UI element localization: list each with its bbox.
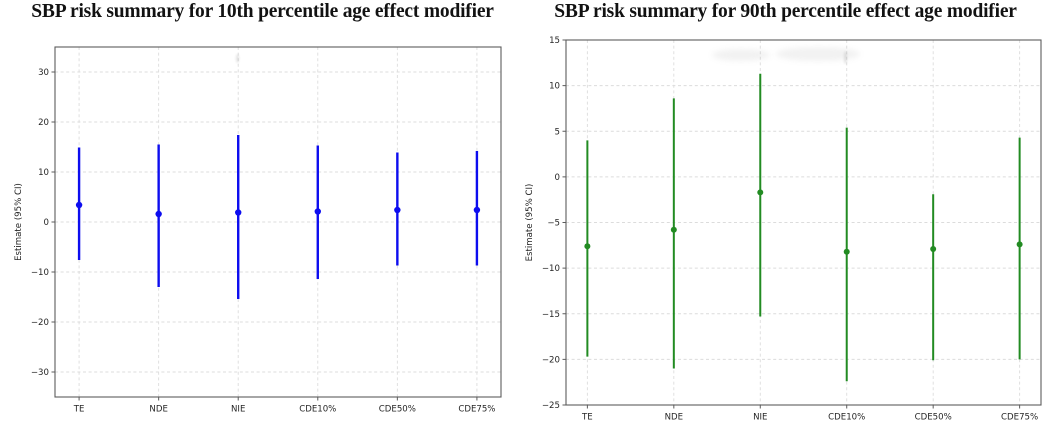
y-tick-label: −15 bbox=[542, 310, 560, 320]
y-tick-label: 30 bbox=[38, 68, 49, 78]
data-point bbox=[584, 243, 591, 250]
y-tick-label: −10 bbox=[31, 268, 49, 278]
x-tick-label: CDE10% bbox=[828, 413, 865, 423]
y-tick-label: 5 bbox=[555, 127, 560, 137]
y-tick-label: −25 bbox=[542, 401, 560, 411]
x-tick-label: NIE bbox=[753, 413, 767, 423]
y-tick-label: 0 bbox=[555, 173, 560, 183]
x-tick-label: CDE50% bbox=[915, 413, 952, 423]
data-point bbox=[75, 201, 83, 209]
data-point bbox=[1016, 241, 1023, 248]
y-tick-label: 0 bbox=[44, 218, 49, 228]
data-point bbox=[155, 210, 162, 218]
x-tick-label: TE bbox=[581, 413, 593, 423]
y-tick-label: −5 bbox=[547, 219, 560, 229]
data-point bbox=[394, 206, 401, 214]
x-axis-ticks: TE NDE NIE CDE10% CDE50% CDE75% bbox=[581, 405, 1038, 423]
x-tick-label: NDE bbox=[665, 413, 683, 423]
plot-border bbox=[54, 46, 502, 398]
series-estimate bbox=[75, 135, 481, 299]
x-tick-label: CDE75% bbox=[1001, 413, 1038, 423]
y-tick-label: −20 bbox=[31, 318, 49, 328]
x-axis-ticks: TE NDE NIE CDE10% CDE50% CDE75% bbox=[73, 397, 495, 415]
x-tick-label: CDE10% bbox=[299, 405, 336, 415]
x-tick-label: CDE50% bbox=[379, 405, 416, 415]
gridlines bbox=[55, 47, 501, 397]
series-estimate bbox=[584, 73, 1023, 382]
y-tick-label: 10 bbox=[549, 82, 560, 92]
y-tick-label: −10 bbox=[542, 264, 560, 274]
y-axis-label: Estimate (95% CI) bbox=[525, 184, 535, 262]
right-chart-plot: 15 10 5 0 −5 −10 −15 −20 −25 TE NDE NIE CDE10% CDE50%… bbox=[525, 36, 1042, 423]
left-chart-plot: 30 20 10 0 −10 −20 −30 TE NDE NIE CDE10% CDE50% CDE7… bbox=[14, 46, 502, 415]
y-axis-ticks: 30 20 10 0 −10 −20 −30 bbox=[31, 68, 55, 378]
y-axis-ticks: 15 10 5 0 −5 −10 −15 −20 −25 bbox=[542, 36, 566, 411]
y-tick-label: 20 bbox=[38, 118, 49, 128]
y-axis-label: Estimate (95% CI) bbox=[14, 183, 24, 261]
data-point bbox=[843, 248, 850, 255]
data-point bbox=[235, 209, 242, 216]
x-tick-label: CDE75% bbox=[458, 405, 495, 415]
left-chart-title: SBP risk summary for 10th percentile age… bbox=[31, 1, 494, 22]
data-point bbox=[670, 226, 677, 233]
x-tick-label: TE bbox=[73, 405, 85, 415]
x-tick-label: NDE bbox=[149, 405, 167, 415]
data-point bbox=[757, 189, 764, 196]
data-point bbox=[314, 208, 321, 215]
data-point bbox=[473, 206, 481, 214]
y-tick-label: 10 bbox=[38, 168, 49, 178]
y-tick-label: 15 bbox=[549, 36, 560, 46]
data-point bbox=[930, 245, 937, 252]
y-tick-label: −30 bbox=[31, 368, 49, 378]
right-chart-title: SBP risk summary for 90th percentile eff… bbox=[554, 1, 1017, 22]
y-tick-label: −20 bbox=[542, 355, 560, 365]
gridlines bbox=[566, 39, 1041, 406]
x-tick-label: NIE bbox=[231, 405, 245, 415]
